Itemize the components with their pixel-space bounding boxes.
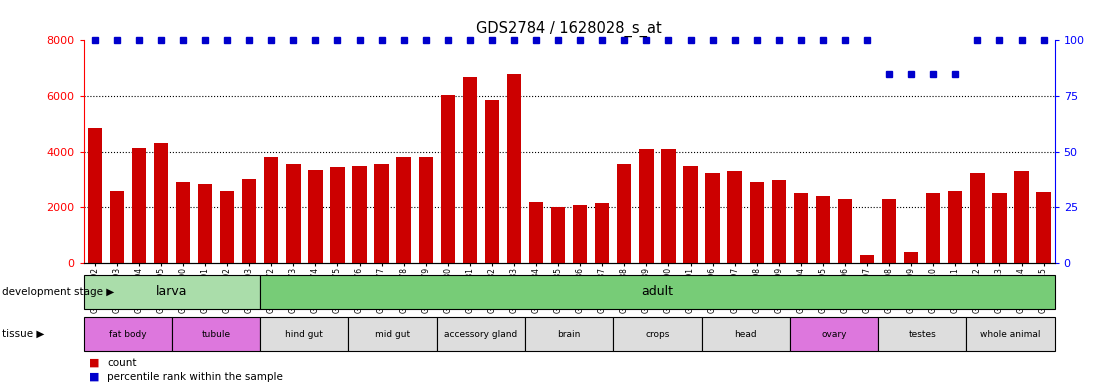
Bar <box>109 191 124 263</box>
Bar <box>436 317 525 351</box>
Text: ■: ■ <box>89 372 99 382</box>
Text: tubule: tubule <box>202 329 231 339</box>
Bar <box>348 317 436 351</box>
Bar <box>418 157 433 263</box>
Text: hind gut: hind gut <box>286 329 324 339</box>
Text: brain: brain <box>558 329 580 339</box>
Bar <box>132 147 146 263</box>
Text: GDS2784 / 1628028_s_at: GDS2784 / 1628028_s_at <box>477 21 662 37</box>
Bar <box>375 164 388 263</box>
Bar <box>970 172 984 263</box>
Text: accessory gland: accessory gland <box>444 329 518 339</box>
Bar <box>816 196 830 263</box>
Text: fat body: fat body <box>109 329 146 339</box>
Text: tissue ▶: tissue ▶ <box>2 329 45 339</box>
Text: development stage ▶: development stage ▶ <box>2 287 115 297</box>
Bar <box>308 170 323 263</box>
Bar <box>242 179 257 263</box>
Bar <box>992 194 1007 263</box>
Bar <box>353 166 367 263</box>
Text: mid gut: mid gut <box>375 329 411 339</box>
Bar <box>264 157 278 263</box>
Bar <box>573 205 587 263</box>
Bar <box>463 76 477 263</box>
Bar <box>728 171 742 263</box>
Bar <box>172 317 260 351</box>
Bar <box>220 191 234 263</box>
Bar <box>771 180 786 263</box>
Bar <box>882 199 896 263</box>
Bar <box>484 100 499 263</box>
Text: larva: larva <box>156 285 187 298</box>
Bar <box>838 199 853 263</box>
Text: percentile rank within the sample: percentile rank within the sample <box>107 372 283 382</box>
Bar <box>966 317 1055 351</box>
Bar <box>662 149 675 263</box>
Bar <box>702 317 790 351</box>
Bar <box>1014 171 1029 263</box>
Text: ovary: ovary <box>821 329 847 339</box>
Text: testes: testes <box>908 329 936 339</box>
Bar <box>84 317 172 351</box>
Bar <box>1037 192 1051 263</box>
Bar <box>84 275 260 309</box>
Bar <box>286 164 300 263</box>
Bar <box>260 317 348 351</box>
Bar <box>904 252 918 263</box>
Bar <box>614 317 702 351</box>
Bar <box>595 203 609 263</box>
Text: crops: crops <box>645 329 670 339</box>
Text: head: head <box>734 329 757 339</box>
Text: ■: ■ <box>89 358 99 368</box>
Bar <box>198 184 212 263</box>
Bar <box>154 143 169 263</box>
Text: count: count <box>107 358 136 368</box>
Bar <box>525 317 614 351</box>
Bar <box>878 317 966 351</box>
Bar <box>330 167 345 263</box>
Bar <box>705 172 720 263</box>
Bar <box>639 149 654 263</box>
Bar <box>441 94 455 263</box>
Bar <box>87 128 102 263</box>
Bar <box>551 207 566 263</box>
Bar <box>396 157 411 263</box>
Bar <box>926 194 941 263</box>
Bar <box>750 182 763 263</box>
Bar <box>793 194 808 263</box>
Bar <box>176 182 190 263</box>
Bar <box>260 275 1055 309</box>
Bar <box>617 164 632 263</box>
Bar <box>683 166 698 263</box>
Bar <box>529 202 543 263</box>
Text: whole animal: whole animal <box>980 329 1041 339</box>
Bar <box>790 317 878 351</box>
Text: adult: adult <box>642 285 673 298</box>
Bar <box>949 191 962 263</box>
Bar <box>860 255 874 263</box>
Bar <box>507 74 521 263</box>
